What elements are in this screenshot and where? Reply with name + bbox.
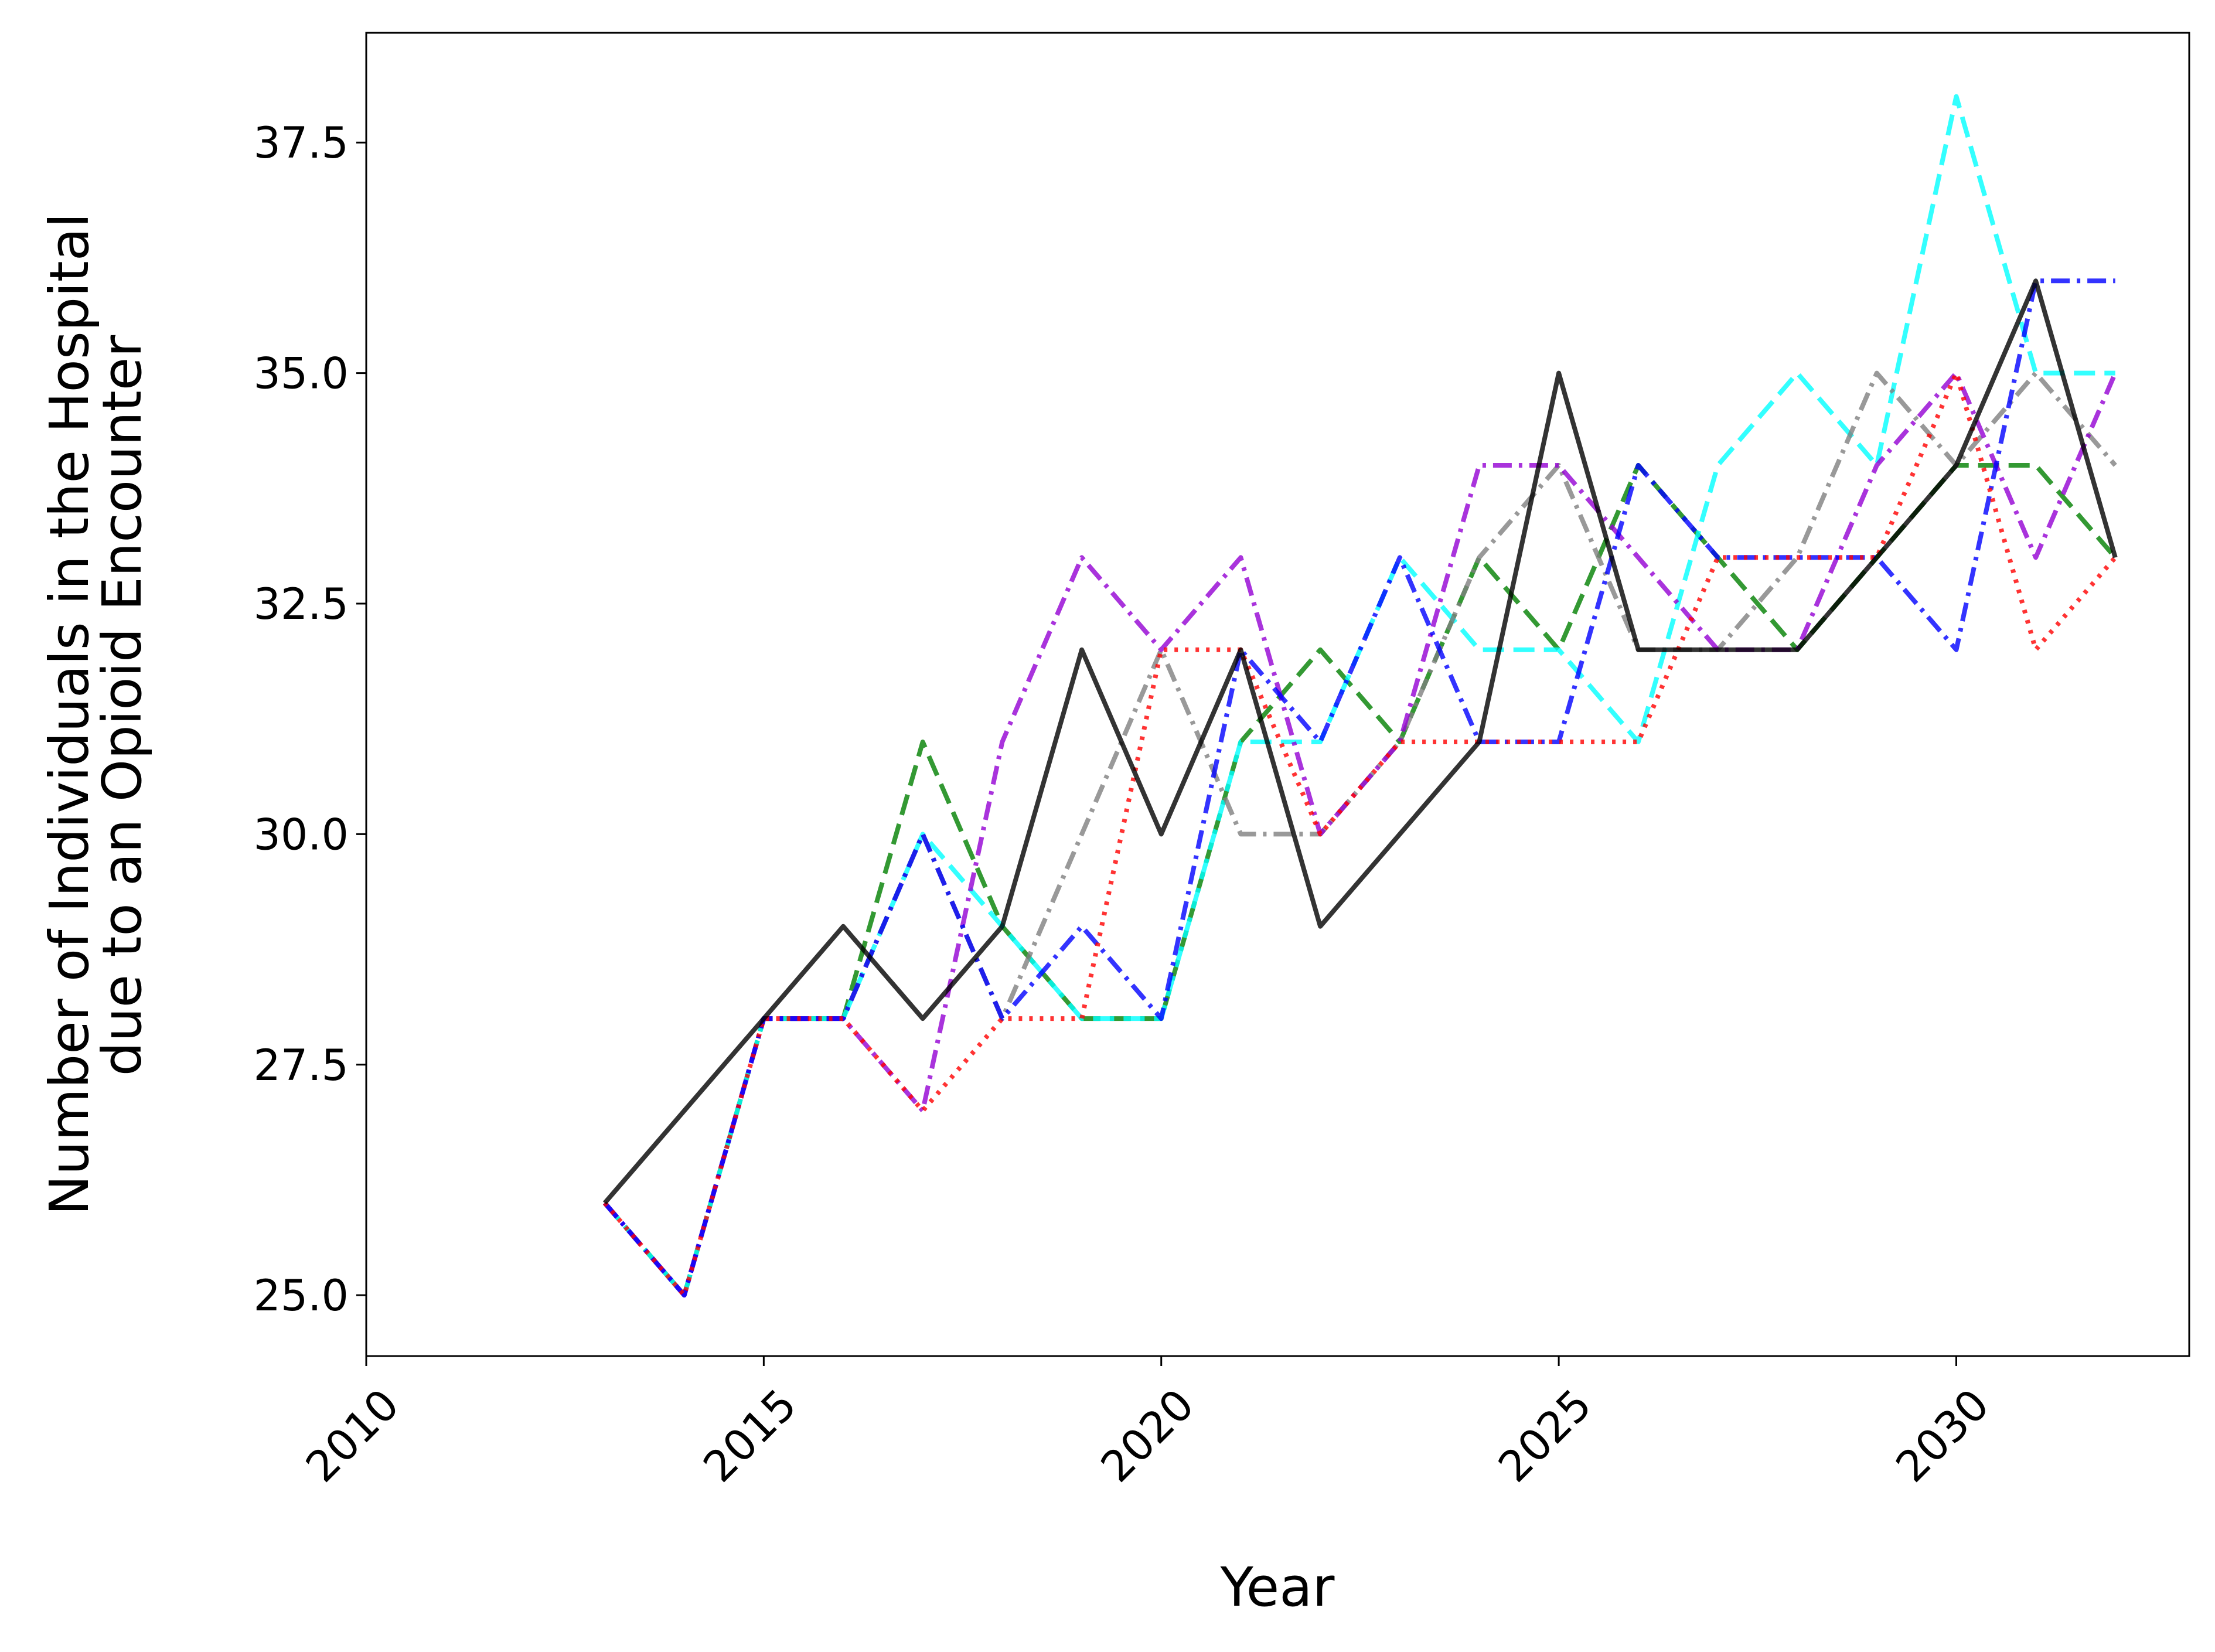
y-axis-label-line: Number of Individuals in the Hospital: [38, 213, 101, 1215]
y-tick-label: 32.5: [253, 580, 349, 629]
x-axis-label: Year: [1220, 1556, 1335, 1619]
y-axis-label: Number of Individuals in the Hospital du…: [38, 196, 154, 1215]
y-tick-label: 27.5: [253, 1041, 349, 1091]
data-line: [602, 278, 2118, 1205]
plot-frame: [365, 32, 2190, 1357]
y-tick-label: 37.5: [253, 118, 349, 168]
data-line: [602, 278, 2115, 1298]
y-tick-label: 25.0: [253, 1271, 349, 1321]
y-tick-label: 30.0: [253, 810, 349, 860]
y-tick-label: 35.0: [253, 349, 349, 399]
data-line: [602, 370, 2117, 1298]
y-axis-label-line: due to an Opioid Encounter: [91, 335, 154, 1077]
